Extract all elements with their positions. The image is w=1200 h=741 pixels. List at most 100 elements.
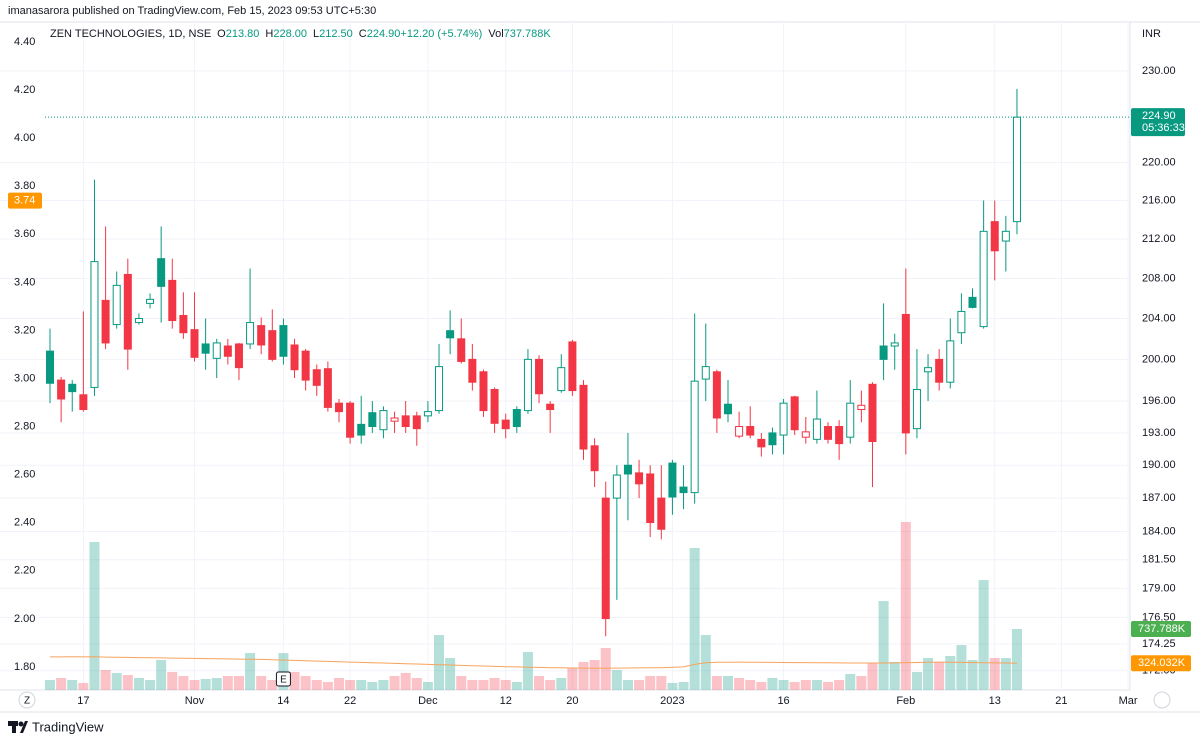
- settings-button[interactable]: [1153, 691, 1171, 709]
- volume-bar: [689, 548, 700, 690]
- y-tick-label: 230.00: [1142, 65, 1176, 77]
- candle-body: [112, 284, 121, 326]
- volume-bar: [356, 679, 367, 690]
- legend-value: 212.50: [319, 28, 353, 40]
- candle-body: [479, 371, 488, 412]
- candle-body: [557, 367, 566, 392]
- candle-body: [346, 402, 355, 438]
- candle-body: [157, 258, 166, 287]
- legend-value: +12.20 (+5.74%): [400, 28, 482, 40]
- candle-body: [134, 317, 143, 324]
- candle-body: [701, 366, 710, 380]
- volume-bar: [656, 676, 667, 690]
- volume-bar: [745, 679, 756, 690]
- volume-bar: [245, 653, 256, 690]
- legend-value: 228.00: [273, 28, 307, 40]
- volume-bar: [967, 659, 978, 690]
- volume-bar: [322, 681, 333, 690]
- volume-bar: [233, 676, 244, 690]
- y2-tick-label: 4.40: [14, 36, 35, 48]
- candle-body: [812, 418, 821, 440]
- volume-bar: [589, 659, 600, 690]
- candle-body: [323, 368, 332, 408]
- y-tick-label: 200.00: [1142, 353, 1176, 365]
- volume-bar: [222, 676, 233, 690]
- candle-body: [446, 330, 455, 339]
- candle-body: [390, 417, 399, 422]
- candle-body: [1001, 230, 1010, 242]
- volume-bar: [345, 679, 356, 690]
- legend-key: C: [359, 28, 367, 40]
- volume-bar: [267, 679, 278, 690]
- volume-bar: [600, 648, 611, 690]
- volume-bar: [622, 679, 633, 690]
- volume-bar: [389, 676, 400, 690]
- candle-body: [201, 343, 210, 354]
- currency: INR: [1142, 28, 1161, 40]
- volume-bar: [56, 678, 67, 690]
- event-marker: [275, 671, 291, 687]
- volume-bar: [467, 679, 478, 690]
- y2-tick-label: 1.80: [14, 661, 35, 673]
- volume-ma-line: [50, 656, 1018, 669]
- candle-body: [57, 379, 66, 400]
- candle-body: [68, 383, 77, 393]
- y2-marker-box: [8, 192, 42, 209]
- volume-bar: [923, 658, 934, 690]
- reset-label[interactable]: Z: [24, 696, 30, 707]
- candle-body: [90, 261, 99, 388]
- volume-bar: [734, 678, 745, 690]
- x-tick-label: 22: [344, 695, 356, 707]
- x-tick-label: 16: [777, 695, 789, 707]
- volume-bar: [289, 671, 300, 690]
- candle-body: [690, 380, 699, 494]
- candle-body: [457, 338, 466, 362]
- x-tick-label: 13: [989, 695, 1001, 707]
- candle-body: [535, 358, 544, 395]
- candle-body: [468, 358, 477, 383]
- y2-tick-label: 2.80: [14, 420, 35, 432]
- candle-body: [101, 299, 110, 344]
- candle-body: [924, 367, 933, 373]
- volume-bar: [722, 676, 733, 690]
- volume-bar: [823, 681, 834, 690]
- y-tick-label: 184.00: [1142, 525, 1176, 537]
- candle-body: [212, 342, 221, 359]
- candle-body: [568, 341, 577, 392]
- candle-body: [312, 369, 321, 386]
- candle-body: [501, 419, 510, 430]
- y2-marker-label: 3.74: [14, 195, 35, 207]
- y2-tick-label: 2.20: [14, 565, 35, 577]
- candle-body: [846, 402, 855, 438]
- volume-bar: [100, 669, 111, 690]
- y-tick-label: 176.50: [1142, 611, 1176, 623]
- volume-bar: [78, 682, 89, 690]
- y2-tick-label: 2.00: [14, 613, 35, 625]
- y-tick-label: 190.00: [1142, 459, 1176, 471]
- candle-body: [334, 402, 343, 413]
- last-price-box: [1131, 108, 1185, 137]
- candle-body: [657, 497, 666, 530]
- candle-body: [379, 410, 388, 431]
- y2-tick-label: 3.20: [14, 324, 35, 336]
- volume-bar: [522, 651, 533, 690]
- x-tick-label: 17: [77, 695, 89, 707]
- volume-bar: [111, 672, 122, 690]
- y-tick-label: 216.00: [1142, 194, 1176, 206]
- volume-bar: [889, 661, 900, 690]
- volume-bar: [611, 669, 622, 690]
- volume-bar: [145, 679, 156, 690]
- volume-bar: [367, 681, 378, 690]
- y-tick-label: 208.00: [1142, 272, 1176, 284]
- volume-bar: [978, 580, 989, 690]
- candle-body: [868, 383, 877, 442]
- reset-button[interactable]: [18, 691, 36, 709]
- candle-body: [968, 296, 977, 308]
- candle-body: [723, 403, 732, 415]
- candle-body: [546, 403, 555, 411]
- candle-body: [512, 409, 521, 428]
- candle-body: [912, 389, 921, 430]
- volume-bar: [311, 679, 322, 690]
- candle-body: [123, 273, 132, 350]
